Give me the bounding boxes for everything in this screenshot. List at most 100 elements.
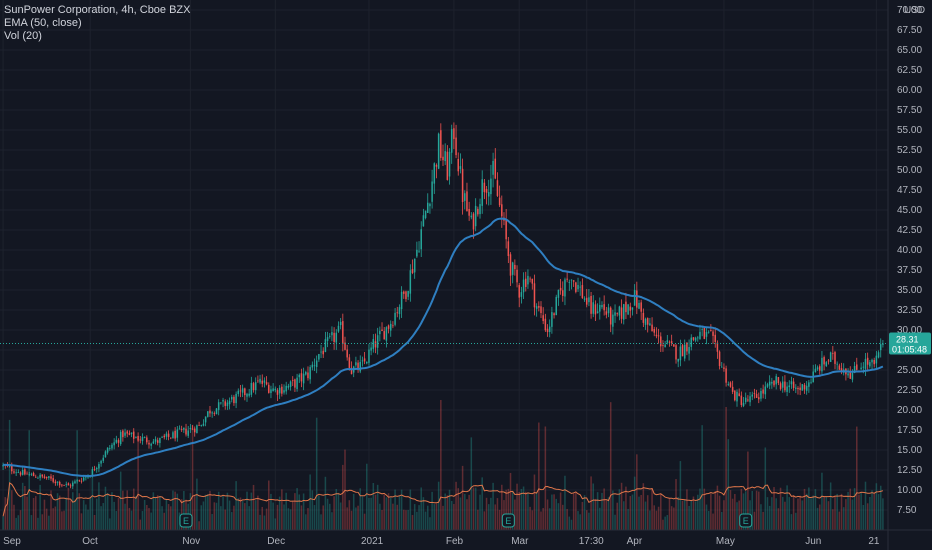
- candle: [226, 399, 229, 410]
- volume-bar: [805, 493, 808, 530]
- candle-body: [734, 390, 736, 401]
- time-axis[interactable]: Sep Oct Nov Dec 2021 Feb Mar 17:30 Apr May Jun 21: [0, 529, 932, 547]
- candle: [217, 399, 220, 416]
- candle-body: [126, 431, 128, 434]
- candle: [646, 317, 649, 333]
- price-axis[interactable]: 7.50 10.00 12.50 15.00 17.50 20.00 22.50 25.00 2…: [887, 0, 922, 550]
- candle: [128, 430, 131, 436]
- volume-bar: [655, 510, 658, 530]
- candle-body: [285, 385, 287, 392]
- candle: [19, 471, 22, 477]
- candle-body: [838, 365, 841, 370]
- volume-bar: [457, 488, 460, 530]
- symbol-title[interactable]: SunPower Corporation, 4h, Cboe BZX: [4, 4, 191, 16]
- volume-bar: [85, 504, 87, 530]
- candle: [196, 424, 198, 434]
- candle: [309, 365, 311, 384]
- volume-bar: [198, 521, 200, 530]
- earnings-marker[interactable]: E: [739, 513, 753, 528]
- candle-body: [211, 412, 213, 414]
- candle-body: [468, 208, 470, 216]
- candle-body: [233, 396, 235, 404]
- volume-bar: [797, 498, 799, 530]
- volume-bar: [470, 437, 473, 530]
- volume-bar: [128, 507, 131, 530]
- volume-bar: [816, 507, 819, 530]
- candle-body: [93, 469, 96, 471]
- volume-bar: [276, 504, 279, 530]
- candle-body: [799, 387, 801, 390]
- candle-body: [786, 386, 788, 392]
- candle: [189, 424, 192, 433]
- candle: [788, 380, 791, 393]
- candle: [111, 442, 113, 451]
- candle: [150, 442, 152, 450]
- candle: [590, 291, 592, 319]
- candle: [681, 344, 684, 357]
- candle-body: [729, 382, 732, 387]
- candle-body: [289, 381, 292, 387]
- candle-body: [760, 391, 762, 399]
- candle-body: [148, 442, 150, 445]
- volume-bar: [389, 497, 392, 530]
- volume-bar: [694, 501, 697, 530]
- candle-body: [19, 472, 22, 475]
- candle: [78, 479, 81, 482]
- volume-bar: [135, 496, 137, 530]
- candle: [440, 123, 442, 161]
- volume-bar: [509, 472, 512, 530]
- candle-body: [440, 130, 442, 158]
- ema-line: [3, 217, 884, 477]
- candle-body: [461, 168, 464, 203]
- volume-bar: [609, 402, 612, 530]
- candle-body: [407, 290, 409, 297]
- volume-bar: [239, 497, 242, 530]
- candle: [45, 476, 48, 480]
- volume-bar: [315, 417, 318, 530]
- volume-bar: [104, 486, 107, 530]
- candle: [821, 350, 823, 374]
- candle: [61, 483, 63, 488]
- candle-body: [638, 302, 640, 309]
- candle-body: [95, 467, 98, 470]
- candle-body: [34, 476, 37, 478]
- volume-bar: [814, 489, 817, 530]
- price-tick-label: 37.50: [897, 265, 922, 276]
- volume-bar: [758, 491, 760, 530]
- volume-bar: [285, 492, 287, 530]
- candle: [320, 344, 322, 358]
- candle-body: [808, 382, 810, 387]
- volume-legend[interactable]: Vol (20): [4, 30, 42, 42]
- volume-bar: [333, 496, 335, 530]
- candle: [468, 201, 470, 221]
- candle: [758, 392, 760, 404]
- candle-body: [620, 307, 623, 319]
- volume-bar: [516, 483, 518, 530]
- candle: [165, 431, 168, 440]
- bar-countdown: 01:05:48: [892, 345, 927, 355]
- ema-legend[interactable]: EMA (50, close): [4, 17, 82, 29]
- candle-body: [450, 129, 453, 153]
- volume-bar: [52, 508, 54, 530]
- candle: [376, 327, 379, 355]
- candle-body: [80, 480, 83, 482]
- volume-bar: [773, 487, 775, 530]
- candle-body: [725, 368, 727, 383]
- candle: [740, 391, 743, 408]
- volume-bar: [636, 454, 638, 530]
- candle: [548, 319, 551, 338]
- volume-bar: [385, 497, 388, 530]
- candle-body: [344, 342, 346, 350]
- candle-body: [318, 354, 320, 360]
- candle-body: [11, 465, 13, 472]
- earnings-marker[interactable]: E: [501, 513, 515, 528]
- candle: [409, 264, 412, 302]
- volume-bar: [202, 501, 205, 530]
- volume-bar: [172, 490, 174, 530]
- candle: [736, 389, 738, 407]
- earnings-marker[interactable]: E: [179, 513, 193, 528]
- candle: [433, 162, 436, 194]
- volume-bar: [237, 498, 240, 530]
